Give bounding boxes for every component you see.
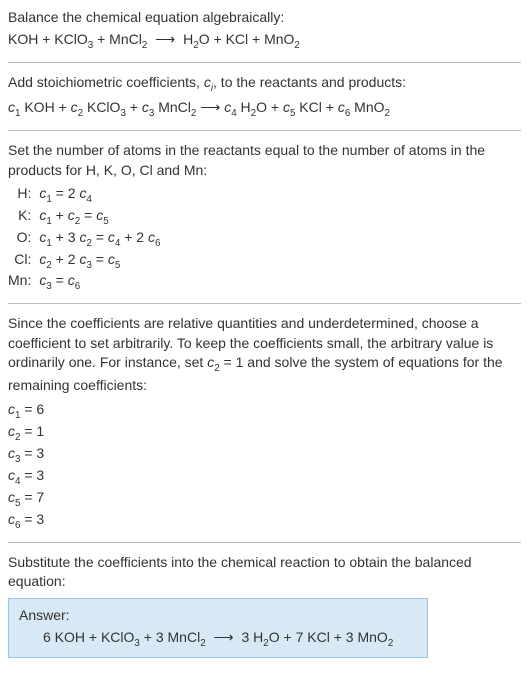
element-label: Cl: bbox=[8, 250, 39, 272]
c3: c bbox=[142, 99, 149, 115]
ans-r2: O + 7 KCl + 3 MnO bbox=[269, 629, 388, 645]
intro-text: Balance the chemical equation algebraica… bbox=[8, 8, 521, 28]
divider bbox=[8, 542, 521, 543]
coeff-line: c5 = 7 bbox=[8, 488, 521, 510]
ans-l2: + 3 MnCl bbox=[140, 629, 200, 645]
lhs-part1: KOH + KClO bbox=[8, 31, 88, 47]
rhs-part2: O + KCl + MnO bbox=[199, 31, 295, 47]
sub-2: 2 bbox=[142, 39, 147, 50]
coeff-line: c3 = 3 bbox=[8, 444, 521, 466]
coeff-line: c2 = 1 bbox=[8, 422, 521, 444]
sub2c: 2 bbox=[385, 107, 390, 118]
ans-l1: 6 KOH + KClO bbox=[43, 629, 134, 645]
stoich-section: Add stoichiometric coefficients, ci, to … bbox=[8, 73, 521, 120]
divider bbox=[8, 303, 521, 304]
c5: c bbox=[283, 99, 290, 115]
c2: c bbox=[71, 99, 78, 115]
sp1: KOH + bbox=[20, 99, 70, 115]
answer-equation: 6 KOH + KClO3 + 3 MnCl2 ⟶ 3 H2O + 7 KCl … bbox=[19, 629, 417, 649]
table-row: Cl:c2 + 2 c3 = c5 bbox=[8, 250, 166, 272]
equation-cell: c1 + 3 c2 = c4 + 2 c6 bbox=[39, 228, 166, 250]
intro-section: Balance the chemical equation algebraica… bbox=[8, 8, 521, 52]
sp3: MnCl bbox=[154, 99, 191, 115]
table-row: H:c1 = 2 c4 bbox=[8, 184, 166, 206]
stoich-text: Add stoichiometric coefficients, ci, to … bbox=[8, 73, 521, 96]
stoich-text1: Add stoichiometric coefficients, bbox=[8, 74, 204, 90]
sp2b: + bbox=[126, 99, 142, 115]
sp6: MnO bbox=[350, 99, 384, 115]
arrow: ⟶ bbox=[151, 30, 179, 50]
sp3b: ⟶ bbox=[196, 99, 224, 115]
stoich-text2: , to the reactants and products: bbox=[213, 74, 406, 90]
element-label: Mn: bbox=[8, 271, 39, 293]
divider bbox=[8, 62, 521, 63]
ans-s2: 2 bbox=[200, 638, 205, 649]
ans-arrow: ⟶ bbox=[210, 629, 238, 646]
element-label: O: bbox=[8, 228, 39, 250]
relative-section: Since the coefficients are relative quan… bbox=[8, 314, 521, 531]
c1: c bbox=[8, 99, 15, 115]
subst-text: Substitute the coefficients into the che… bbox=[8, 553, 521, 592]
sp4: H bbox=[237, 99, 251, 115]
rhs-part1: H bbox=[183, 31, 193, 47]
subst-section: Substitute the coefficients into the che… bbox=[8, 553, 521, 658]
atoms-text: Set the number of atoms in the reactants… bbox=[8, 141, 521, 180]
equation-cell: c3 = c6 bbox=[39, 271, 166, 293]
table-row: K:c1 + c2 = c5 bbox=[8, 206, 166, 228]
lhs-part2: + MnCl bbox=[93, 31, 142, 47]
coeff-list: c1 = 6c2 = 1c3 = 3c4 = 3c5 = 7c6 = 3 bbox=[8, 400, 521, 532]
answer-box: Answer: 6 KOH + KClO3 + 3 MnCl2 ⟶ 3 H2O … bbox=[8, 598, 428, 658]
intro-reaction: KOH + KClO3 + MnCl2 ⟶ H2O + KCl + MnO2 bbox=[8, 30, 521, 53]
element-label: H: bbox=[8, 184, 39, 206]
sub-2c: 2 bbox=[294, 39, 299, 50]
equation-cell: c2 + 2 c3 = c5 bbox=[39, 250, 166, 272]
atoms-table: H:c1 = 2 c4K:c1 + c2 = c5O:c1 + 3 c2 = c… bbox=[8, 184, 166, 293]
c6: c bbox=[338, 99, 345, 115]
answer-label: Answer: bbox=[19, 607, 417, 623]
coeff-line: c6 = 3 bbox=[8, 510, 521, 532]
ans-s2c: 2 bbox=[388, 638, 393, 649]
table-row: O:c1 + 3 c2 = c4 + 2 c6 bbox=[8, 228, 166, 250]
ans-r1: 3 H bbox=[242, 629, 264, 645]
atoms-section: Set the number of atoms in the reactants… bbox=[8, 141, 521, 293]
table-row: Mn:c3 = c6 bbox=[8, 271, 166, 293]
ci: c bbox=[204, 74, 211, 90]
element-label: K: bbox=[8, 206, 39, 228]
divider bbox=[8, 130, 521, 131]
stoich-equation: c1 KOH + c2 KClO3 + c3 MnCl2 ⟶ c4 H2O + … bbox=[8, 98, 521, 121]
relative-text: Since the coefficients are relative quan… bbox=[8, 314, 521, 395]
coeff-line: c4 = 3 bbox=[8, 466, 521, 488]
equation-cell: c1 + c2 = c5 bbox=[39, 206, 166, 228]
sp5: KCl + bbox=[295, 99, 337, 115]
equation-cell: c1 = 2 c4 bbox=[39, 184, 166, 206]
sp2: KClO bbox=[83, 99, 120, 115]
coeff-line: c1 = 6 bbox=[8, 400, 521, 422]
sp4b: O + bbox=[256, 99, 283, 115]
